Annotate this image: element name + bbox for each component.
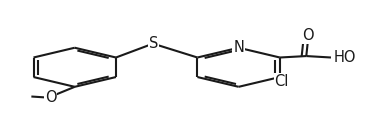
Text: S: S: [149, 36, 158, 51]
Text: Cl: Cl: [275, 74, 289, 89]
Text: O: O: [302, 28, 314, 43]
Text: O: O: [45, 90, 57, 105]
Text: HO: HO: [334, 50, 356, 65]
Text: N: N: [233, 40, 244, 55]
